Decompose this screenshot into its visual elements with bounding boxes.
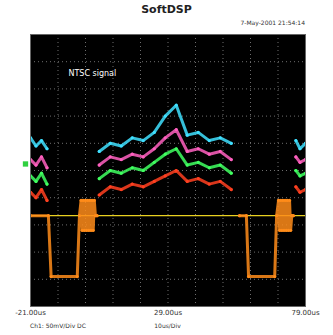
svg-text:-21.00us: -21.00us	[15, 309, 46, 317]
svg-text:NTSC signal: NTSC signal	[69, 69, 117, 78]
svg-text:29.00us: 29.00us	[154, 309, 182, 317]
html-text:7-May-2001 21:54:14: 7-May-2001 21:54:14	[240, 19, 305, 26]
html-text:Ch1: 50mV/Div DC: Ch1: 50mV/Div DC	[30, 322, 86, 329]
svg-text:79.00us: 79.00us	[291, 309, 319, 317]
html-text:10us/Div: 10us/Div	[154, 322, 181, 329]
html-text:SoftDSP: SoftDSP	[141, 3, 192, 16]
